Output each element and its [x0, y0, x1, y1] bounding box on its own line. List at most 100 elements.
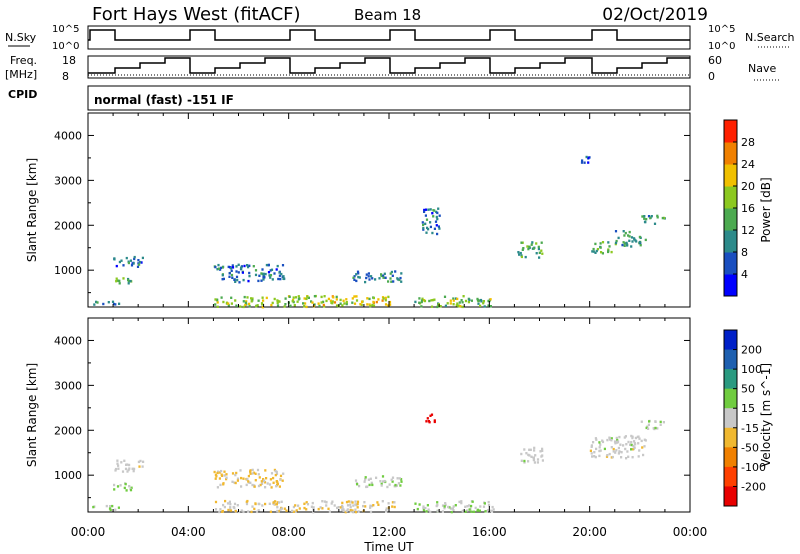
power-cell — [298, 297, 301, 300]
velocity-cell — [433, 419, 436, 422]
velocity-cell — [260, 482, 264, 485]
power-cell — [435, 215, 438, 219]
velocity-cell — [364, 505, 367, 508]
power-cell — [118, 302, 121, 305]
velocity-cell — [321, 507, 324, 510]
velocity-cell — [247, 510, 250, 513]
power-cell — [229, 267, 233, 270]
power-cell — [118, 279, 121, 283]
velocity-cell — [594, 437, 597, 440]
velocity-cell — [612, 450, 615, 453]
velocity-cell — [662, 421, 665, 424]
power-cell — [245, 300, 248, 303]
velocity-cell — [647, 427, 650, 430]
power-cbar-segment — [724, 252, 737, 275]
power-cell — [607, 249, 610, 252]
velocity-cell — [245, 502, 249, 506]
velocity-cell — [268, 502, 271, 505]
velocity-cell — [393, 501, 396, 504]
velocity-cell — [330, 502, 333, 505]
power-cell — [277, 300, 280, 303]
power-cbar-segment — [724, 274, 737, 297]
power-cell — [114, 303, 117, 306]
power-cell — [214, 303, 217, 306]
power-cell — [235, 265, 238, 268]
power-cell — [252, 265, 255, 268]
power-cell — [422, 223, 425, 227]
power-cell — [242, 300, 245, 303]
velocity-cell — [113, 488, 116, 491]
power-cell — [623, 242, 626, 245]
velocity-cell — [383, 479, 386, 483]
power-cell — [368, 278, 371, 281]
velocity-cell — [356, 502, 359, 506]
power-cell — [537, 245, 540, 249]
power-cell — [418, 301, 421, 304]
velocity-cell — [303, 506, 306, 510]
velocity-cell — [433, 420, 436, 424]
power-cell — [322, 303, 325, 307]
velocity-cell — [645, 426, 648, 430]
power-cell — [630, 245, 633, 248]
power-cell — [372, 296, 375, 300]
power-cell — [538, 251, 541, 254]
velocity-cell — [349, 505, 352, 509]
velocity-cell — [323, 500, 326, 503]
velocity-cell — [464, 510, 467, 513]
power-cell — [477, 302, 480, 305]
power-cell — [242, 278, 245, 282]
velocity-cell — [611, 455, 614, 459]
power-cell — [281, 264, 285, 267]
power-cell — [294, 296, 298, 299]
velocity-cell — [236, 479, 239, 482]
freq-tick-top: 18 — [62, 54, 76, 67]
velocity-cell — [363, 480, 366, 483]
power-cell — [216, 298, 219, 301]
power-cell — [461, 301, 464, 304]
power-cell — [372, 304, 376, 307]
velocity-cell — [213, 470, 216, 474]
velocity-cell — [228, 500, 231, 503]
power-echo-block — [352, 270, 403, 284]
velocity-cell — [138, 465, 141, 468]
velocity-cell — [277, 509, 280, 513]
velocity-cell — [305, 501, 308, 504]
velocity-cell — [487, 500, 490, 504]
noise-tick-top-left: 10^5 — [52, 24, 79, 35]
velocity-cell — [223, 505, 226, 509]
velocity-cell — [249, 470, 252, 473]
power-cell — [587, 156, 590, 159]
velocity-cell — [130, 486, 133, 489]
velocity-cell — [131, 467, 134, 470]
power-cell — [382, 297, 385, 300]
velocity-cell — [319, 506, 322, 509]
power-cell — [535, 242, 538, 245]
power-cell — [420, 305, 423, 308]
velocity-cbar-segment — [724, 330, 737, 351]
power-cell — [585, 155, 588, 159]
velocity-cell — [111, 504, 114, 508]
power-cell — [458, 301, 461, 304]
velocity-cell — [251, 483, 254, 487]
velocity-cell — [450, 510, 453, 514]
power-cell — [420, 299, 424, 302]
power-cell — [327, 297, 330, 301]
velocity-echo-block — [114, 459, 145, 473]
velocity-cell — [534, 454, 537, 457]
power-cell — [527, 247, 530, 251]
power-cell — [535, 252, 538, 255]
velocity-cell — [523, 461, 526, 464]
power-cell — [436, 305, 439, 309]
velocity-cell — [470, 510, 473, 513]
velocity-cell — [641, 446, 644, 449]
velocity-cell — [634, 436, 637, 440]
power-cell — [461, 305, 464, 309]
velocity-cell — [375, 476, 378, 479]
velocity-cell — [468, 508, 471, 511]
velocity-cell — [116, 485, 120, 488]
velocity-cell — [214, 477, 217, 480]
velocity-cell — [484, 510, 487, 513]
velocity-cell — [425, 510, 428, 513]
power-cell — [113, 257, 116, 260]
power-cell — [353, 302, 357, 305]
